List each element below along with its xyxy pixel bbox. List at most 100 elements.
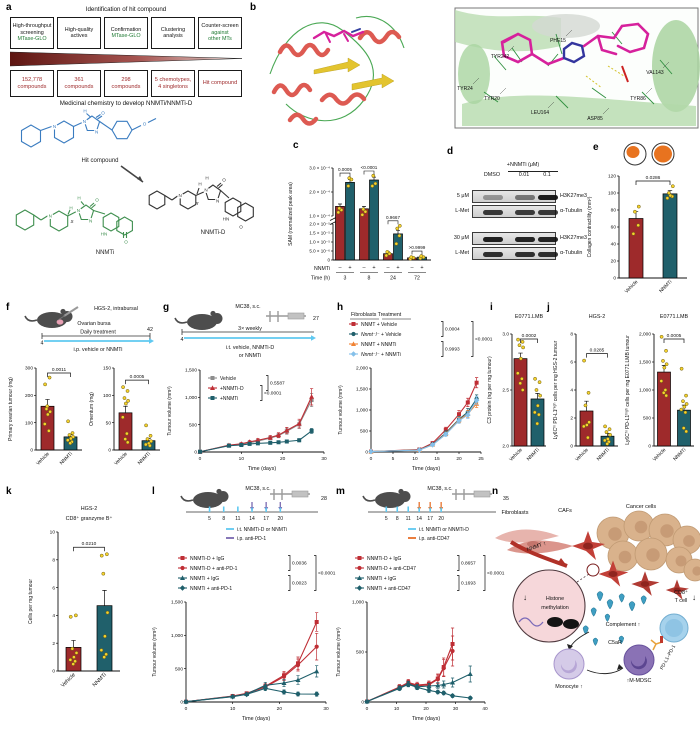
bar bbox=[393, 233, 403, 261]
blot-strip bbox=[472, 190, 558, 203]
residue-label: LEU164 bbox=[531, 110, 549, 116]
ribbon-blob bbox=[455, 10, 561, 52]
data-point bbox=[636, 204, 641, 209]
tumour-site bbox=[56, 319, 64, 325]
mouse-schematic-g: MC38, s.c. 27 4 3× weekly i.t. vehicle, NNMT… bbox=[174, 304, 319, 359]
blot-band bbox=[515, 251, 535, 257]
figure-shape bbox=[296, 420, 302, 426]
figure-shape: Ly6C bbox=[553, 427, 559, 439]
timeline-end: 28 bbox=[321, 496, 327, 502]
data-point bbox=[336, 210, 341, 215]
figure-shape bbox=[640, 581, 650, 587]
data-point bbox=[385, 250, 390, 254]
data-point bbox=[73, 659, 77, 664]
atom-label: N bbox=[89, 219, 92, 224]
figure-shape bbox=[311, 335, 316, 341]
figure-shape: compounds bbox=[111, 83, 141, 90]
legend-entry: Vehicle bbox=[220, 376, 236, 382]
figure-shape bbox=[576, 573, 590, 583]
y-tick-label: 500 bbox=[189, 422, 197, 428]
data-point bbox=[419, 254, 424, 258]
p-bracket bbox=[363, 170, 375, 175]
figure-shape bbox=[210, 385, 215, 390]
x-tick-label: 25 bbox=[478, 456, 484, 462]
ligand-stick bbox=[351, 28, 361, 33]
atom-label: O bbox=[239, 225, 243, 230]
y-tick-label: 1,000 bbox=[185, 395, 197, 401]
figure-shape bbox=[268, 440, 273, 445]
figure-shape bbox=[351, 331, 356, 337]
legend-entry: Nnmt⁻/⁻ + NNMTi bbox=[361, 352, 401, 358]
figure-shape bbox=[435, 677, 440, 682]
x-axis-label: Time (days) bbox=[412, 716, 440, 722]
treatment-schedule: Daily treatment bbox=[80, 330, 116, 336]
data-point bbox=[370, 184, 375, 188]
figure-shape bbox=[535, 393, 540, 399]
x-tick-label: 10 bbox=[412, 456, 418, 462]
data-point bbox=[47, 375, 52, 380]
figure-shape bbox=[193, 492, 223, 508]
figure-shape bbox=[527, 541, 539, 547]
figure-shape: other MTs bbox=[208, 36, 232, 43]
x-category-label: NNMTi bbox=[672, 447, 687, 462]
complement-protein bbox=[604, 613, 611, 622]
down-arrow: ↓ bbox=[523, 593, 527, 602]
bar bbox=[335, 206, 345, 261]
bar-NNMTi bbox=[662, 193, 678, 279]
figure-shape: ⁻/⁻ + Vehicle bbox=[373, 332, 402, 338]
x-tick-label: 10 bbox=[394, 706, 400, 712]
atom-label: HN bbox=[101, 232, 108, 237]
figure-shape bbox=[91, 204, 96, 209]
y-tick-label: 80 bbox=[611, 208, 617, 214]
caliper-icon bbox=[266, 311, 306, 322]
series-line bbox=[370, 400, 478, 453]
figure-shape bbox=[9, 51, 243, 67]
y-axis-label: Omentum (mg) bbox=[89, 392, 95, 426]
figure-shape bbox=[214, 198, 221, 204]
figure-shape bbox=[89, 202, 95, 207]
figure-shape bbox=[100, 110, 106, 116]
figure-shape bbox=[93, 209, 106, 215]
figure-shape: MTase-GLO bbox=[17, 36, 47, 43]
blot-lane-label: 0.01 bbox=[518, 172, 530, 178]
figure-shape bbox=[223, 216, 229, 222]
atom-label: O bbox=[222, 178, 226, 183]
mouse-icon bbox=[362, 488, 411, 508]
atom-label: O bbox=[143, 122, 147, 127]
figure-shape bbox=[440, 690, 447, 696]
data-point bbox=[397, 223, 402, 228]
data-point bbox=[121, 385, 125, 389]
data-point bbox=[373, 181, 378, 186]
figure-shape bbox=[33, 214, 42, 221]
figure-shape bbox=[262, 685, 269, 692]
figure-shape bbox=[396, 685, 403, 692]
bar-Vehicle bbox=[657, 371, 671, 447]
axes bbox=[370, 368, 481, 453]
series-line bbox=[366, 650, 454, 703]
figure-shape bbox=[621, 65, 629, 83]
residue-label: PHE15 bbox=[550, 38, 566, 44]
p-bracket bbox=[288, 575, 291, 591]
atom-label: N bbox=[179, 193, 182, 198]
figure-shape bbox=[101, 231, 107, 237]
y-tick-label: 1.0 × 10⁻⁵ bbox=[309, 240, 330, 245]
data-point bbox=[105, 610, 110, 615]
data-point bbox=[681, 399, 685, 404]
y-tick-label: 0 bbox=[108, 448, 111, 454]
data-point bbox=[535, 421, 540, 426]
p-value: 0.0011 bbox=[52, 367, 67, 373]
figure-shape bbox=[458, 44, 490, 104]
figure-shape: 298 bbox=[121, 76, 131, 83]
y-tick-label: 1,000 bbox=[639, 388, 651, 394]
cancer-cells-label: Cancer cells bbox=[626, 504, 657, 510]
p-bracket bbox=[586, 353, 608, 358]
chart-cd8-granzyme: 0 2 4 6 8 10 Cells per mg tumour HGS-2 CD8⁺ gran… bbox=[28, 506, 120, 689]
mouse-schematic-m: MC38, s.c. 35 5 8 11 14 17 20 i.t. NNMTi or NNMT… bbox=[362, 486, 509, 542]
loop bbox=[355, 16, 405, 49]
data-point bbox=[661, 390, 666, 395]
chart-sam-levels: 0 5.0 × 10⁻⁶ 1.0 × 10⁻⁵ 1.5 × 10⁻⁵ 2.0 × 10⁻… bbox=[288, 165, 431, 282]
figure-shape bbox=[568, 631, 590, 651]
p-value: 0.5587 bbox=[270, 381, 285, 387]
figure-shape bbox=[276, 440, 281, 445]
